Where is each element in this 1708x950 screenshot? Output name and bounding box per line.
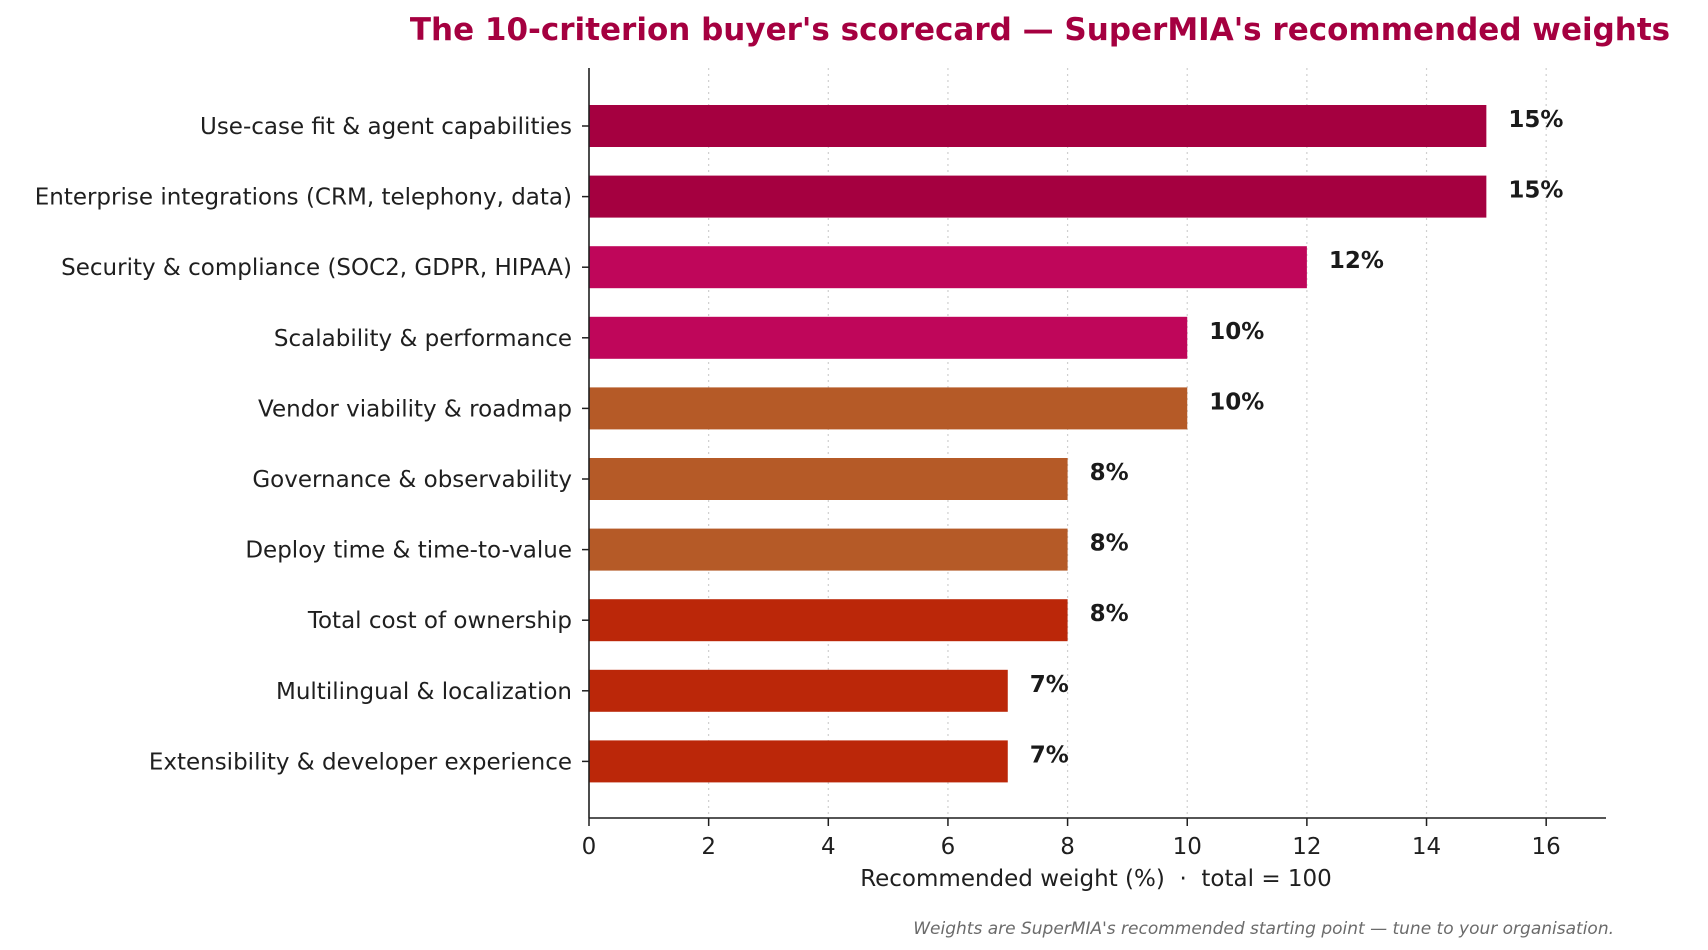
bar [589,387,1188,430]
value-labels: 15% 15% 12% 10% 10% 8% 8% 8% 7% 7% [1030,107,1564,768]
bar-value-label: 7% [1030,672,1069,698]
x-axis-title: Recommended weight (%) · total = 100 [860,866,1332,892]
x-tick-label: 4 [821,834,836,860]
bars [589,105,1487,783]
footnote: Weights are SuperMIA's recommended start… [913,919,1614,939]
x-tick-label: 6 [941,834,956,860]
bar [589,669,1008,712]
category-labels: Use-case fit & agent capabilities Enterpr… [35,114,572,775]
bar [589,175,1487,218]
x-tick-label: 16 [1532,834,1561,860]
category-label: Multilingual & localization [276,679,572,705]
category-label: Use-case fit & agent capabilities [200,114,572,140]
category-label: Extensibility & developer experience [149,749,572,775]
x-tick-label: 0 [582,834,597,860]
bar [589,458,1068,500]
x-tick-label: 10 [1173,834,1202,860]
bar-value-label: 10% [1209,319,1264,345]
x-tick-label: 14 [1412,834,1441,860]
bar [589,316,1188,359]
bar-value-label: 12% [1329,248,1384,274]
x-tick-label: 12 [1292,834,1321,860]
bar-value-label: 15% [1508,107,1563,133]
bar-value-label: 10% [1209,389,1264,415]
bar-value-label: 8% [1090,460,1129,486]
bar [589,740,1008,783]
bar [589,599,1068,642]
category-label: Governance & observability [252,467,572,493]
bar-value-label: 8% [1090,601,1129,627]
bar [589,528,1068,571]
chart-title: The 10-criterion buyer's scorecard — Sup… [410,12,1670,48]
x-tick-label: 2 [701,834,716,860]
bar-value-label: 8% [1090,531,1129,557]
bar [589,105,1487,147]
x-tick-label: 8 [1060,834,1075,860]
bar-value-label: 7% [1030,742,1069,768]
category-label: Vendor viability & roadmap [258,396,572,422]
bar-value-label: 15% [1508,178,1563,204]
category-label: Enterprise integrations (CRM, telephony,… [35,185,572,211]
category-label: Scalability & performance [274,326,572,352]
x-tick-labels: 0 2 4 6 8 10 12 14 16 [582,834,1561,860]
category-label: Total cost of ownership [307,608,572,634]
category-label: Deploy time & time-to-value [245,538,572,564]
bar [589,246,1307,289]
axes [582,68,1606,826]
category-label: Security & compliance (SOC2, GDPR, HIPAA… [61,255,572,281]
